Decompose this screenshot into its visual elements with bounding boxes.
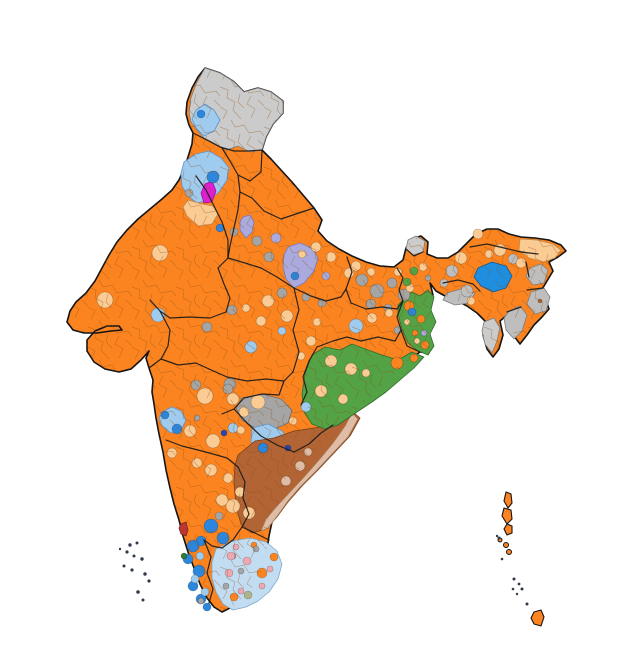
border-mizoram: [506, 306, 522, 313]
border-gujarat-east: [148, 310, 171, 369]
border-himachal: [221, 147, 263, 182]
island-andaman-nicobar: [495, 491, 545, 627]
border-telangana-ap: [233, 408, 334, 453]
patch-kerala-blue-6: [202, 602, 212, 612]
island-dot: [517, 582, 521, 586]
island-shape: [501, 507, 513, 525]
border-mp-chhattisgarh: [292, 287, 300, 373]
island-dot: [132, 554, 136, 558]
island-dot: [515, 592, 519, 596]
patch-kerala-darkgreen: [180, 552, 188, 560]
island-lakshadweep: [118, 541, 151, 602]
island-dot: [497, 536, 501, 540]
patch-tn-pink-6: [266, 565, 274, 573]
island-dot: [512, 577, 516, 581]
island-shape: [503, 523, 513, 536]
island-dot: [500, 557, 504, 561]
border-rajasthan-south: [149, 257, 231, 319]
island-dot: [525, 602, 529, 606]
border-haryana-up: [227, 191, 241, 259]
border-nagaland: [525, 261, 530, 278]
border-bihar-jharkhand: [350, 300, 404, 310]
island-dot: [125, 550, 129, 554]
patch-kerala-gray: [197, 597, 205, 605]
border-kerala-tn: [203, 539, 214, 604]
island-dot: [495, 534, 499, 538]
island-dot: [130, 568, 134, 572]
border-manipur: [526, 287, 544, 291]
border-maha-karnataka: [165, 439, 239, 468]
border-chh-maha-tel: [221, 380, 285, 415]
island-shape: [530, 609, 545, 627]
patch-tn-orange-3: [269, 552, 279, 562]
island-dot: [511, 587, 515, 591]
border-wb-odisha: [400, 329, 421, 353]
border-karnataka-ap: [237, 466, 250, 528]
island-dot: [135, 541, 139, 545]
island-shape: [503, 491, 513, 509]
patch-tn-pink-4: [258, 582, 266, 590]
state-borders: [148, 132, 544, 604]
border-karnataka-south: [203, 526, 243, 549]
island-dot: [141, 598, 145, 602]
border-up-bihar-2: [345, 288, 352, 304]
island-dot: [520, 587, 524, 591]
border-jharkhand-odisha: [300, 336, 396, 406]
island-dot: [143, 572, 147, 576]
island-dot: [128, 543, 132, 547]
island-dot: [503, 542, 509, 548]
island-dot: [140, 557, 144, 561]
border-tn-ap: [241, 526, 270, 541]
border-gujarat-maha: [160, 358, 210, 370]
island-dot: [136, 590, 140, 594]
island-dot: [506, 549, 512, 555]
border-sikkim: [405, 248, 424, 257]
border-up-bihar: [345, 256, 353, 290]
island-dot: [147, 579, 151, 583]
island-dot: [122, 564, 126, 568]
border-meghalaya: [442, 279, 481, 292]
border-rajasthan-ne: [195, 175, 229, 259]
border-bihar-wb: [396, 267, 404, 302]
border-mp-maha: [208, 368, 294, 382]
border-assam-arunachal: [469, 243, 539, 255]
border-jk-south: [192, 132, 263, 152]
border-jharkhand-wb: [394, 300, 404, 342]
island-dot: [118, 547, 122, 551]
